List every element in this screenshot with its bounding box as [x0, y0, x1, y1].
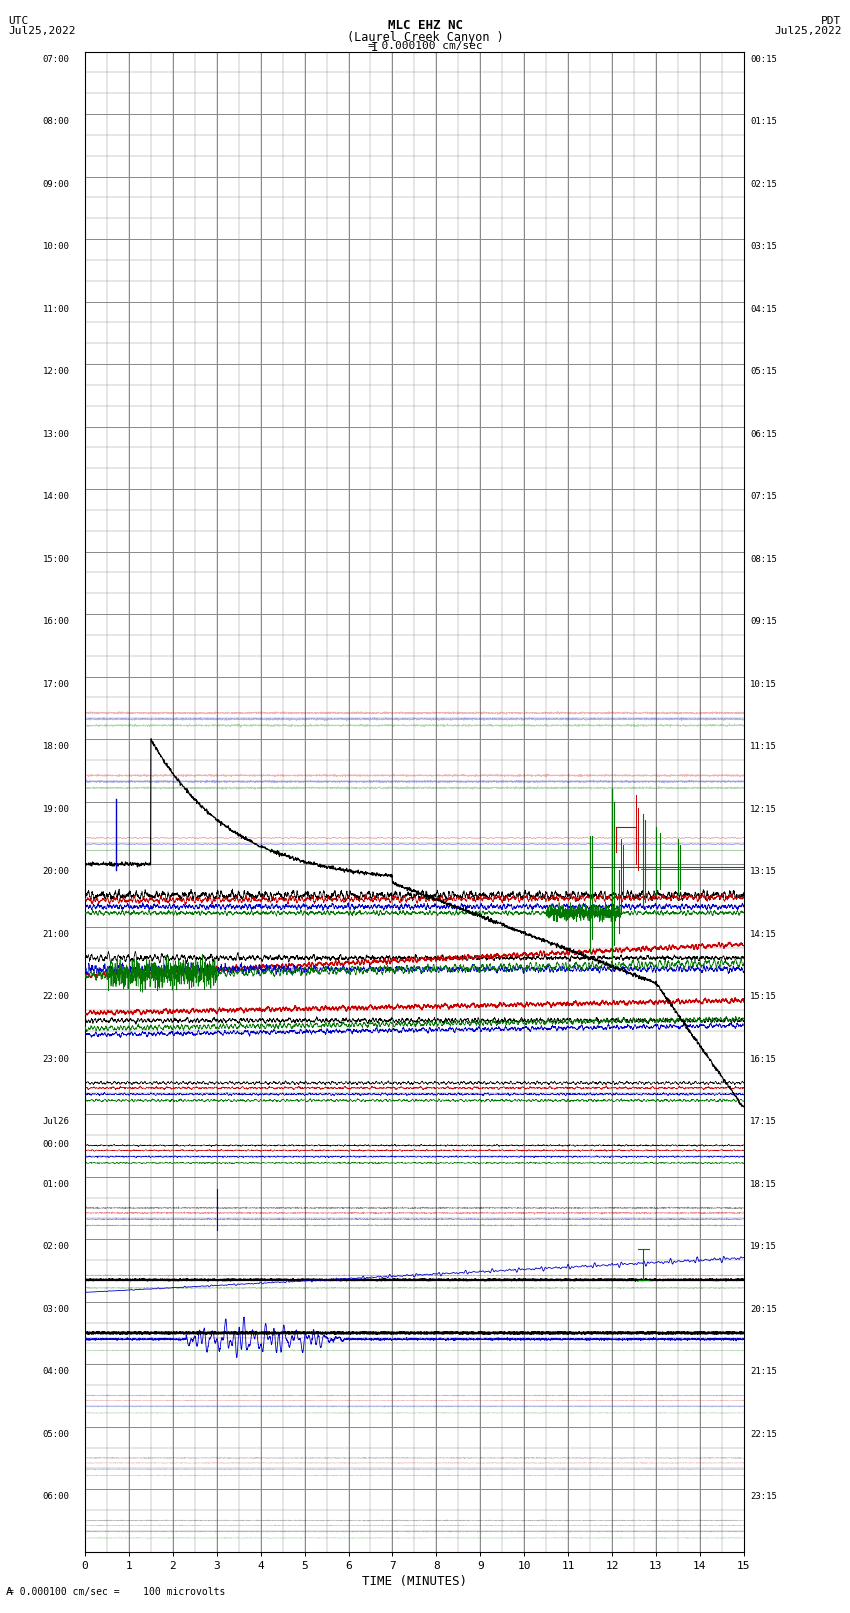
Text: 04:15: 04:15	[751, 305, 777, 315]
Text: 05:00: 05:00	[42, 1429, 70, 1439]
Text: 23:00: 23:00	[42, 1055, 70, 1065]
Text: = 0.000100 cm/sec =    100 microvolts: = 0.000100 cm/sec = 100 microvolts	[8, 1587, 226, 1597]
Text: 07:15: 07:15	[751, 492, 777, 502]
Text: A: A	[6, 1587, 13, 1597]
Text: 01:00: 01:00	[42, 1179, 70, 1189]
Text: 15:00: 15:00	[42, 555, 70, 565]
Text: 03:00: 03:00	[42, 1305, 70, 1315]
Text: 06:15: 06:15	[751, 429, 777, 439]
Text: 13:15: 13:15	[751, 868, 777, 876]
Text: 20:15: 20:15	[751, 1305, 777, 1315]
Text: 14:00: 14:00	[42, 492, 70, 502]
Text: 00:15: 00:15	[751, 55, 777, 65]
Text: MLC EHZ NC: MLC EHZ NC	[388, 19, 462, 32]
Text: 16:15: 16:15	[751, 1055, 777, 1065]
Text: 21:00: 21:00	[42, 929, 70, 939]
Text: 21:15: 21:15	[751, 1368, 777, 1376]
Text: 02:00: 02:00	[42, 1242, 70, 1252]
Text: Jul25,2022: Jul25,2022	[774, 26, 842, 35]
Text: 07:00: 07:00	[42, 55, 70, 65]
Text: UTC: UTC	[8, 16, 29, 26]
Text: 22:00: 22:00	[42, 992, 70, 1002]
Text: 23:15: 23:15	[751, 1492, 777, 1502]
Text: 19:15: 19:15	[751, 1242, 777, 1252]
Text: 08:00: 08:00	[42, 118, 70, 126]
Text: 12:15: 12:15	[751, 805, 777, 815]
Text: 18:00: 18:00	[42, 742, 70, 752]
Text: 11:15: 11:15	[751, 742, 777, 752]
Text: 12:00: 12:00	[42, 368, 70, 376]
Text: 11:00: 11:00	[42, 305, 70, 315]
Text: 01:15: 01:15	[751, 118, 777, 126]
Text: 15:15: 15:15	[751, 992, 777, 1002]
Text: (Laurel Creek Canyon ): (Laurel Creek Canyon )	[347, 31, 503, 44]
Text: 22:15: 22:15	[751, 1429, 777, 1439]
Text: 00:00: 00:00	[42, 1140, 70, 1150]
Text: 10:15: 10:15	[751, 679, 777, 689]
Text: 06:00: 06:00	[42, 1492, 70, 1502]
Text: 19:00: 19:00	[42, 805, 70, 815]
Text: 10:00: 10:00	[42, 242, 70, 252]
Text: = 0.000100 cm/sec: = 0.000100 cm/sec	[367, 40, 483, 52]
Text: Jul25,2022: Jul25,2022	[8, 26, 76, 35]
Text: 02:15: 02:15	[751, 179, 777, 189]
Text: Jul26: Jul26	[42, 1118, 70, 1126]
Text: 14:15: 14:15	[751, 929, 777, 939]
Text: 09:15: 09:15	[751, 618, 777, 626]
Text: 16:00: 16:00	[42, 618, 70, 626]
Text: 13:00: 13:00	[42, 429, 70, 439]
Text: 04:00: 04:00	[42, 1368, 70, 1376]
Text: I: I	[371, 40, 377, 55]
Text: 03:15: 03:15	[751, 242, 777, 252]
Text: 17:15: 17:15	[751, 1118, 777, 1126]
Text: 05:15: 05:15	[751, 368, 777, 376]
X-axis label: TIME (MINUTES): TIME (MINUTES)	[362, 1574, 467, 1587]
Text: PDT: PDT	[821, 16, 842, 26]
Text: 17:00: 17:00	[42, 679, 70, 689]
Text: 09:00: 09:00	[42, 179, 70, 189]
Text: 08:15: 08:15	[751, 555, 777, 565]
Text: 20:00: 20:00	[42, 868, 70, 876]
Text: 18:15: 18:15	[751, 1179, 777, 1189]
